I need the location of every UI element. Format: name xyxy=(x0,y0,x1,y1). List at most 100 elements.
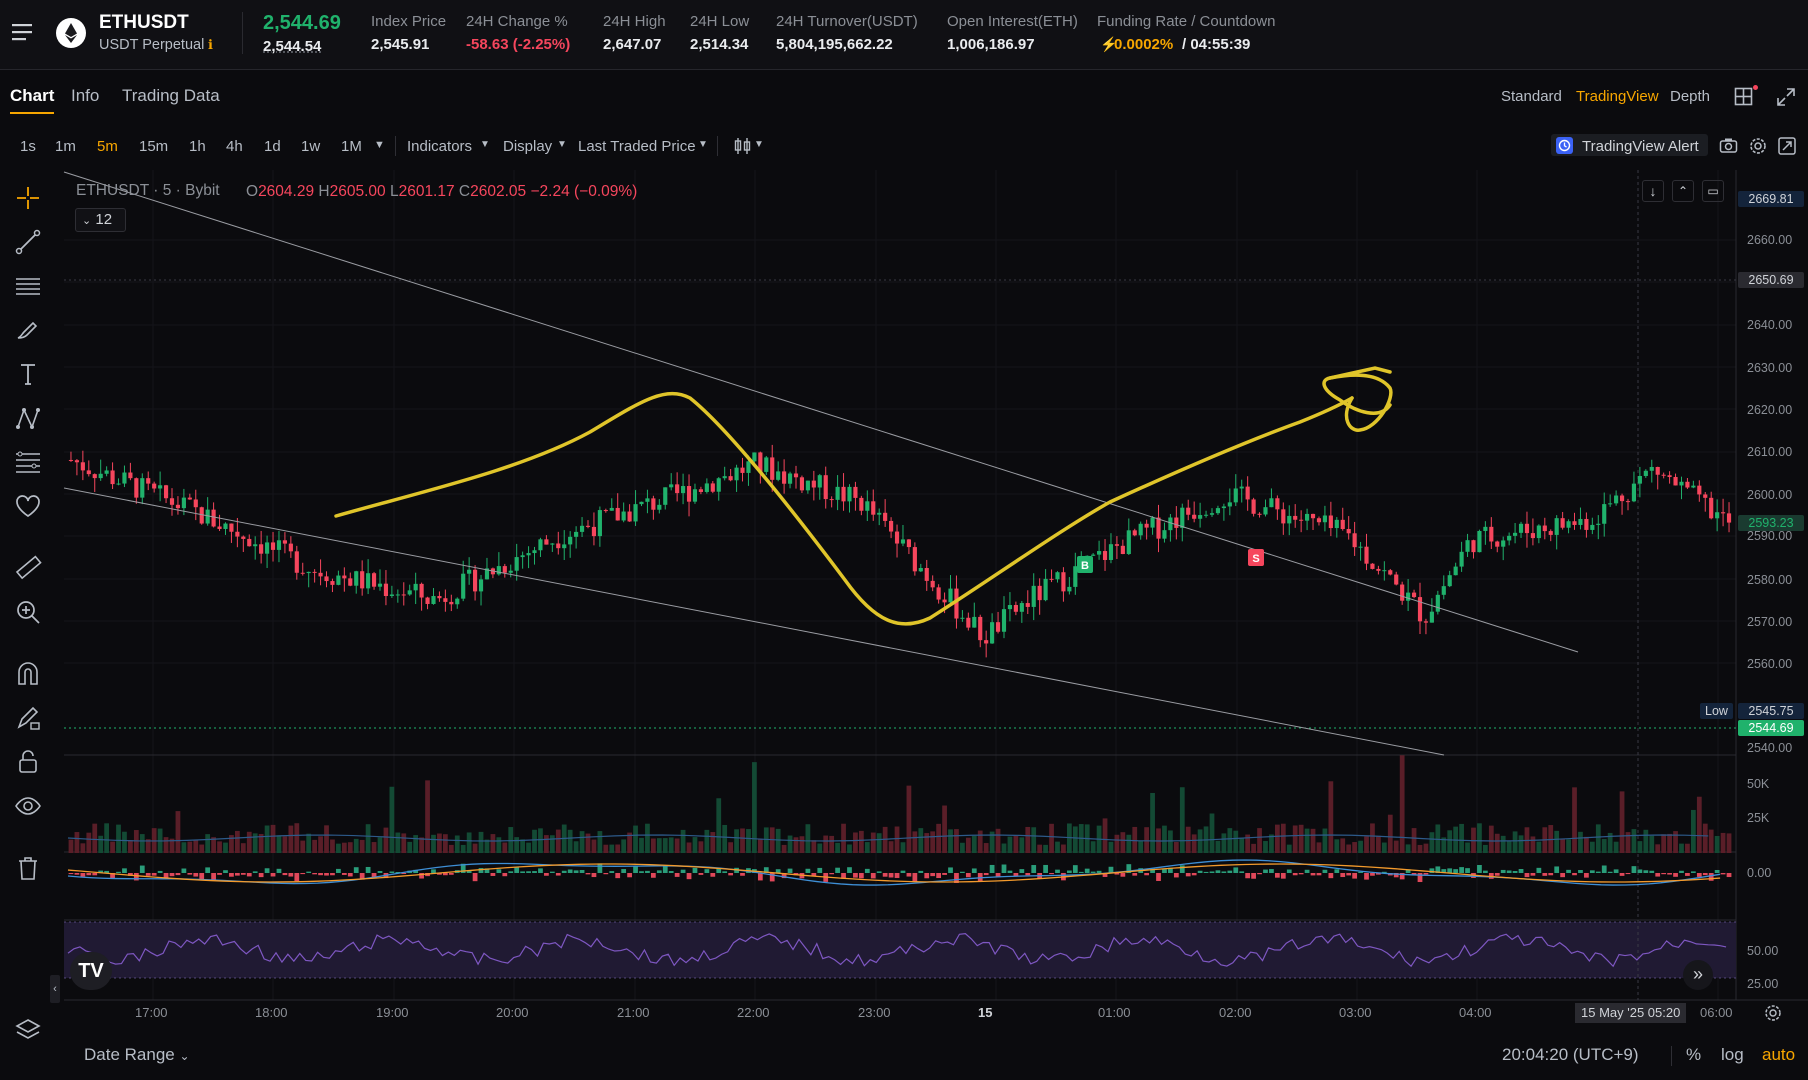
interval-1d[interactable]: 1d xyxy=(264,138,281,155)
volume-bar xyxy=(163,837,169,853)
time-axis-label: 04:00 xyxy=(1459,1005,1492,1020)
fib-tool-icon[interactable] xyxy=(14,448,42,476)
volume-bar xyxy=(353,838,359,853)
info-icon[interactable]: ℹ xyxy=(208,37,213,52)
tab-trading-data[interactable]: Trading Data xyxy=(122,86,220,105)
candle-body xyxy=(496,566,501,575)
interval-1m[interactable]: 1m xyxy=(55,138,76,155)
menu-icon[interactable] xyxy=(12,22,34,42)
interval-1h[interactable]: 1h xyxy=(189,138,206,155)
candle-body xyxy=(954,588,959,619)
candle-body xyxy=(1649,466,1654,471)
percent-scale-toggle[interactable]: % xyxy=(1686,1045,1702,1064)
collapse-panel-icon[interactable]: ‹ xyxy=(50,975,60,1003)
display-menu[interactable]: Display xyxy=(503,138,553,155)
settings-gear-icon[interactable] xyxy=(1748,136,1768,156)
volume-bar xyxy=(181,842,187,853)
tab-chart[interactable]: Chart xyxy=(10,86,55,105)
lock-icon[interactable] xyxy=(14,748,42,776)
macd-bar xyxy=(585,873,591,875)
heart-icon[interactable] xyxy=(14,492,42,520)
interval-dropdown-icon[interactable]: ▼ xyxy=(374,139,385,151)
magnet-icon[interactable] xyxy=(14,660,42,688)
candle-body xyxy=(984,640,989,644)
maximize-pane-icon[interactable]: ▭ xyxy=(1702,180,1724,202)
pattern-tool-icon[interactable] xyxy=(14,404,42,432)
date-range-button[interactable]: Date Range ⌄ xyxy=(84,1045,190,1065)
candle-body xyxy=(294,551,299,573)
macd-bar xyxy=(858,873,864,879)
macd-bar xyxy=(318,873,323,876)
tab-info[interactable]: Info xyxy=(71,86,100,105)
view-tradingview[interactable]: TradingView xyxy=(1576,88,1659,105)
candle-body xyxy=(1429,611,1434,623)
tradingview-alert-label[interactable]: TradingView Alert xyxy=(1582,138,1699,155)
symbol-name[interactable]: ETHUSDT xyxy=(99,12,189,33)
indicator-collapse-button[interactable]: ⌄ 12 xyxy=(75,208,126,232)
axis-settings-icon[interactable] xyxy=(1762,1002,1784,1024)
scroll-right-icon[interactable]: » xyxy=(1683,960,1713,990)
interval-1M[interactable]: 1M xyxy=(341,138,362,155)
candle-body xyxy=(918,568,923,572)
tradingview-alert-button[interactable] xyxy=(1551,134,1708,156)
collapse-icon[interactable]: ⌃ xyxy=(1672,180,1694,202)
trash-icon[interactable] xyxy=(14,854,42,882)
candle-body xyxy=(68,459,74,461)
macd-bar xyxy=(270,873,276,877)
trend-line-icon[interactable] xyxy=(14,228,42,256)
eye-icon[interactable] xyxy=(14,792,42,820)
interval-4h[interactable]: 4h xyxy=(226,138,243,155)
log-scale-toggle[interactable]: log xyxy=(1721,1045,1744,1064)
horizontal-lines-icon[interactable] xyxy=(14,272,42,300)
expand-icon[interactable] xyxy=(1776,87,1796,107)
brush-icon[interactable] xyxy=(14,316,42,344)
scroll-down-icon[interactable]: ↓ xyxy=(1642,180,1664,202)
auto-scale-toggle[interactable]: auto xyxy=(1762,1045,1796,1064)
volume-bar xyxy=(1280,823,1286,853)
indicators-menu[interactable]: Indicators xyxy=(407,138,473,155)
text-tool-icon[interactable] xyxy=(14,360,42,388)
chart-toolbar: 1s 1m 5m 15m 1h 4h 1d 1w 1M ▼ Indicators… xyxy=(0,132,1808,158)
layout-grid-icon[interactable] xyxy=(1734,87,1754,107)
volume-bar xyxy=(621,839,627,853)
zoom-in-icon[interactable] xyxy=(14,598,42,626)
layers-icon[interactable] xyxy=(14,1016,42,1044)
chevron-down-icon[interactable]: ▼ xyxy=(557,139,567,150)
view-depth[interactable]: Depth xyxy=(1670,88,1711,105)
volume-bar xyxy=(549,835,555,853)
camera-icon[interactable] xyxy=(1719,137,1739,155)
candle-body xyxy=(562,544,567,549)
volume-bar xyxy=(567,829,573,853)
interval-1w[interactable]: 1w xyxy=(301,138,321,155)
candle-body xyxy=(140,478,145,498)
macd-bar xyxy=(722,871,728,873)
interval-15m[interactable]: 15m xyxy=(139,138,169,155)
view-standard[interactable]: Standard xyxy=(1501,88,1562,105)
crosshair-icon[interactable] xyxy=(14,184,42,212)
interval-1s[interactable]: 1s xyxy=(20,138,36,155)
interval-5m[interactable]: 5m xyxy=(97,138,118,155)
candle-body xyxy=(1013,605,1018,612)
chevron-down-icon[interactable]: ▼ xyxy=(480,139,490,150)
candle-body xyxy=(1233,488,1238,503)
price-axis-label: 2580.00 xyxy=(1747,573,1793,587)
macd-bar xyxy=(1643,870,1649,873)
macd-bar xyxy=(341,873,347,875)
volume-bar xyxy=(223,842,228,853)
lock-drawing-icon[interactable] xyxy=(14,704,42,732)
price-type-menu[interactable]: Last Traded Price xyxy=(578,138,696,155)
chevron-down-icon[interactable]: ▼ xyxy=(698,139,708,150)
chevron-down-icon[interactable]: ▼ xyxy=(754,139,764,150)
candle-body xyxy=(1518,523,1524,533)
price-axis-label: 2600.00 xyxy=(1747,488,1793,502)
volume-bar xyxy=(437,833,442,853)
volume-bar xyxy=(1399,755,1405,853)
fullscreen-icon[interactable] xyxy=(1777,136,1797,156)
ruler-icon[interactable] xyxy=(14,554,42,582)
chart-type-icon[interactable] xyxy=(733,137,753,155)
macd-bar xyxy=(555,873,561,876)
volume-bar xyxy=(1423,843,1429,853)
volume-bar xyxy=(1506,840,1512,853)
candle-body xyxy=(597,510,602,537)
